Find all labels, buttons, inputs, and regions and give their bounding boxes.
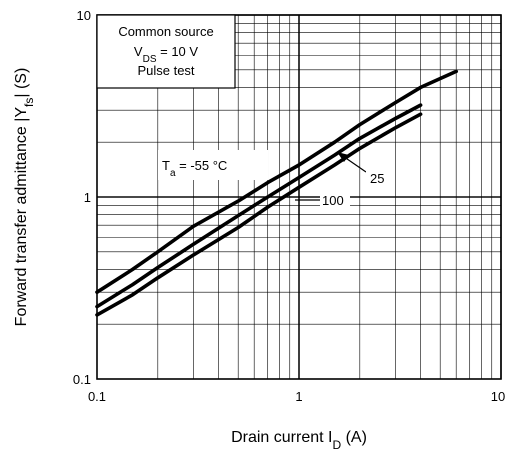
condition-common-source: Common source: [118, 24, 213, 39]
condition-vds: VDS = 10 V: [134, 44, 198, 65]
label-ta-value: = -55 °C: [176, 158, 228, 173]
series-line-ta-minus-55: [95, 69, 458, 294]
x-tick-label-1: 1: [295, 389, 302, 404]
label-ta-minus-55: Ta = -55 °C: [162, 158, 227, 179]
y-axis-title-subscript: fs: [22, 98, 36, 107]
x-tick-label-0-1: 0.1: [88, 389, 106, 404]
y-axis-title-unit: | (S): [13, 68, 30, 98]
y-tick-label-0-1: 0.1: [73, 372, 91, 387]
y-axis-title: Forward transfer admittance |Yfs| (S): [13, 68, 36, 327]
condition-vds-value: = 10 V: [157, 44, 199, 59]
label-25: 25: [370, 171, 384, 186]
series-line-ta-25: [95, 103, 423, 309]
series-line-ta-100: [95, 112, 423, 317]
condition-vds-subscript: DS: [143, 54, 157, 65]
label-ta-symbol: T: [162, 158, 170, 173]
plot-frame: [96, 14, 502, 380]
x-axis-title: Drain current ID (A): [231, 429, 367, 450]
x-axis-title-subscript: D: [332, 438, 341, 450]
label-ta-subscript: a: [170, 168, 176, 179]
y-tick-label-1: 1: [84, 190, 91, 205]
y-axis-title-main: Forward transfer admittance |Y: [13, 107, 30, 327]
x-tick-label-10: 10: [491, 389, 505, 404]
label-100-background: [320, 192, 350, 209]
x-axis-title-main: Drain current I: [231, 429, 332, 446]
conditions-box: [96, 14, 236, 89]
x-axis-title-unit: (A): [341, 429, 367, 446]
label-ta-background: [158, 150, 268, 180]
condition-vds-symbol: V: [134, 44, 143, 59]
label-100: 100: [322, 193, 344, 208]
condition-pulse-test: Pulse test: [137, 63, 194, 78]
y-tick-label-10: 10: [77, 8, 91, 23]
label-25-arrowhead: [337, 152, 349, 162]
label-25-background: [366, 168, 392, 188]
